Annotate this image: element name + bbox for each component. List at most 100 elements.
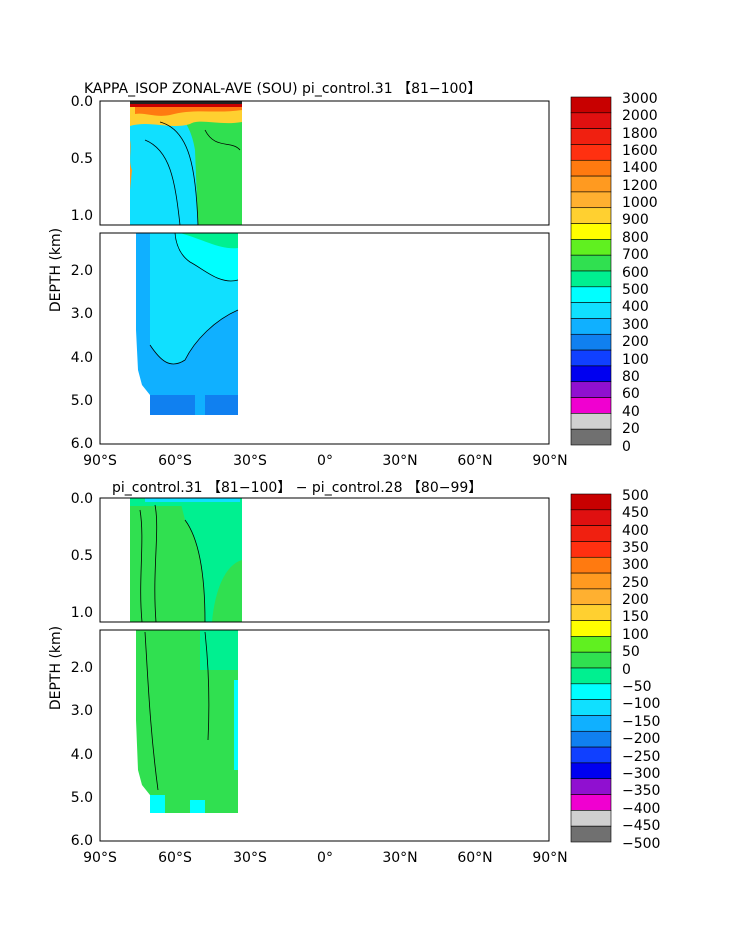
colorbar-box bbox=[570, 270, 612, 288]
colorbar-label: −300 bbox=[622, 766, 660, 782]
colorbar-label: −50 bbox=[622, 679, 652, 695]
colorbar-label: 3000 bbox=[622, 91, 658, 107]
colorbar-label: −200 bbox=[622, 731, 660, 747]
colorbar-label: 600 bbox=[622, 265, 649, 281]
panel-1-ylabel: DEPTH (km) bbox=[48, 228, 64, 312]
x-tick-label: 30°N bbox=[382, 453, 417, 469]
panel-2-upper-field bbox=[130, 498, 242, 623]
colorbar-label: 200 bbox=[622, 592, 649, 608]
contour-line bbox=[204, 129, 241, 151]
colorbar-label: 450 bbox=[622, 505, 649, 521]
colorbar-box bbox=[570, 493, 612, 511]
panel-2-upper-frame bbox=[99, 497, 550, 623]
colorbar-label: 500 bbox=[622, 282, 649, 298]
panel-1-title: KAPPA_ISOP ZONAL-AVE (SOU) pi_control.31… bbox=[84, 81, 481, 97]
colorbar-label: 2000 bbox=[622, 108, 658, 124]
colorbar-box bbox=[570, 825, 612, 843]
contour-line bbox=[144, 631, 159, 791]
colorbar-label: 50 bbox=[622, 644, 640, 660]
colorbar-box bbox=[570, 604, 612, 621]
y-tick-label: 3.0 bbox=[71, 306, 93, 322]
field-region-500 bbox=[180, 233, 238, 249]
panel-2-lower-frame bbox=[99, 629, 550, 842]
colorbar-label: −100 bbox=[622, 696, 660, 712]
y-tick-label: 4.0 bbox=[71, 350, 93, 366]
contour-line bbox=[144, 139, 181, 226]
colorbar-box bbox=[570, 144, 612, 161]
x-tick-label: 90°S bbox=[83, 453, 117, 469]
y-tick-label: 2.0 bbox=[71, 660, 93, 676]
contour-line bbox=[159, 121, 199, 226]
colorbar-box bbox=[570, 588, 612, 606]
colorbar-box bbox=[570, 286, 612, 303]
panel-2-x-ticks: 90°S 60°S 30°S 0° 30°N 60°N 90°N bbox=[83, 850, 568, 866]
colorbar-label: 500 bbox=[622, 488, 649, 504]
colorbar-label: 250 bbox=[622, 575, 649, 591]
y-tick-label: 4.0 bbox=[71, 747, 93, 763]
contour-line bbox=[139, 509, 143, 623]
colorbar-label: 100 bbox=[622, 352, 649, 368]
contour-line bbox=[184, 519, 206, 623]
y-tick-label: 1.0 bbox=[71, 605, 93, 621]
colorbar-box bbox=[570, 746, 612, 764]
contour-line bbox=[154, 504, 158, 623]
colorbar-label: 300 bbox=[622, 317, 649, 333]
panel-2-colorbar-labels: 500 450 400 350 300 250 200 150 100 50 0… bbox=[622, 488, 660, 852]
colorbar-label: −400 bbox=[622, 801, 660, 817]
panel-2-ylabel: DEPTH (km) bbox=[48, 626, 64, 710]
colorbar-label: 60 bbox=[622, 386, 640, 402]
colorbar-box bbox=[570, 620, 612, 637]
colorbar-box bbox=[570, 509, 612, 526]
colorbar-box bbox=[570, 128, 612, 145]
colorbar-label: 350 bbox=[622, 540, 649, 556]
field-region-minus-100 bbox=[145, 498, 240, 502]
panel-2-lower-field bbox=[136, 630, 238, 813]
colorbar-label: 20 bbox=[622, 421, 640, 437]
colorbar-box bbox=[570, 715, 612, 732]
colorbar-box bbox=[570, 223, 612, 240]
field-region-50 bbox=[136, 630, 238, 813]
field-region-edge bbox=[130, 140, 132, 190]
y-tick-label: 5.0 bbox=[71, 393, 93, 409]
panel-1-x-ticks: 90°S 60°S 30°S 0° 30°N 60°N 90°N bbox=[83, 453, 568, 469]
y-tick-label: 0.5 bbox=[71, 151, 93, 167]
colorbar-box bbox=[570, 778, 612, 795]
colorbar-label: 400 bbox=[622, 523, 649, 539]
colorbar-label: 400 bbox=[622, 299, 649, 315]
colorbar-box bbox=[570, 302, 612, 319]
colorbar-box bbox=[570, 365, 612, 383]
field-region-0 bbox=[180, 500, 242, 622]
panel-1: KAPPA_ISOP ZONAL-AVE (SOU) pi_control.31… bbox=[48, 81, 658, 469]
panel-2-colorbar bbox=[570, 493, 612, 843]
colorbar-label: 150 bbox=[622, 609, 649, 625]
colorbar-label: 80 bbox=[622, 369, 640, 385]
colorbar-box bbox=[570, 541, 612, 558]
colorbar-label: 0 bbox=[622, 439, 631, 455]
x-tick-label: 60°S bbox=[158, 850, 192, 866]
x-tick-label: 90°S bbox=[83, 850, 117, 866]
colorbar-box bbox=[570, 762, 612, 780]
y-tick-label: 6.0 bbox=[71, 436, 93, 452]
colorbar-label: 900 bbox=[622, 212, 649, 228]
colorbar-label: 0 bbox=[622, 662, 631, 678]
colorbar-box bbox=[570, 333, 612, 351]
x-tick-label: 60°N bbox=[457, 453, 492, 469]
colorbar-label: 1200 bbox=[622, 178, 658, 194]
colorbar-label: 1000 bbox=[622, 195, 658, 211]
colorbar-box bbox=[570, 96, 612, 114]
field-region-100 bbox=[205, 395, 238, 415]
colorbar-box bbox=[570, 318, 612, 335]
colorbar-box bbox=[570, 349, 612, 367]
colorbar-box bbox=[570, 191, 612, 209]
field-region-100 bbox=[150, 395, 195, 415]
colorbar-box bbox=[570, 572, 612, 590]
colorbar-box bbox=[570, 428, 612, 446]
colorbar-box bbox=[570, 254, 612, 272]
colorbar-box bbox=[570, 112, 612, 129]
y-tick-label: 1.0 bbox=[71, 208, 93, 224]
colorbar-box bbox=[570, 699, 612, 716]
colorbar-box bbox=[570, 413, 612, 430]
y-tick-label: 3.0 bbox=[71, 703, 93, 719]
field-surface-band bbox=[130, 101, 242, 104]
panel-2-y-ticks: 0.0 0.5 1.0 2.0 3.0 4.0 5.0 6.0 bbox=[71, 491, 93, 849]
